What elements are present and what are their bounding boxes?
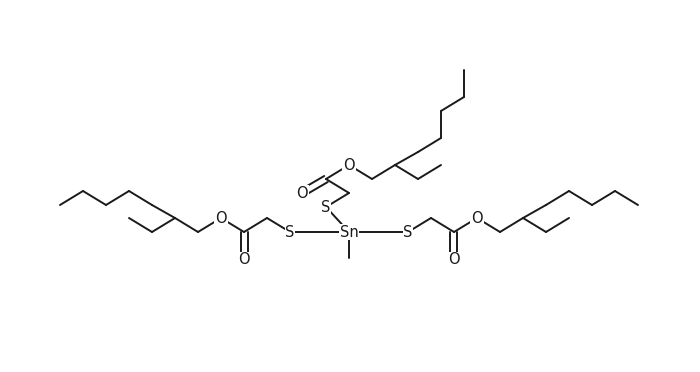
Text: Sn: Sn bbox=[340, 224, 358, 240]
Text: O: O bbox=[238, 253, 250, 267]
Text: S: S bbox=[403, 224, 413, 240]
Text: O: O bbox=[343, 157, 355, 173]
Text: O: O bbox=[471, 211, 483, 225]
Text: O: O bbox=[296, 186, 308, 201]
Text: S: S bbox=[321, 199, 330, 215]
Text: S: S bbox=[286, 224, 295, 240]
Text: O: O bbox=[215, 211, 227, 225]
Text: O: O bbox=[448, 253, 460, 267]
